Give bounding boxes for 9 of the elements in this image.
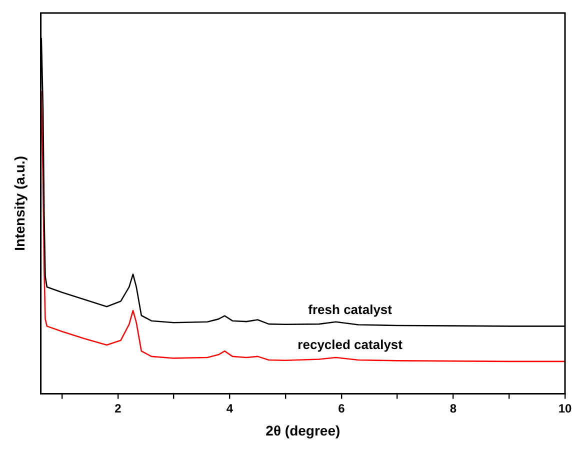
x-tick-label: 2 <box>114 401 122 416</box>
series-label: recycled catalyst <box>298 337 404 352</box>
x-tick-label: 6 <box>338 401 346 416</box>
x-tick-label: 4 <box>226 401 234 416</box>
series-label: fresh catalyst <box>308 302 393 317</box>
x-tick-label: 8 <box>450 401 457 416</box>
y-axis-title: Intensity (a.u.) <box>11 156 28 251</box>
x-tick-label: 10 <box>558 401 572 416</box>
x-axis-title: 2θ (degree) <box>266 422 340 438</box>
